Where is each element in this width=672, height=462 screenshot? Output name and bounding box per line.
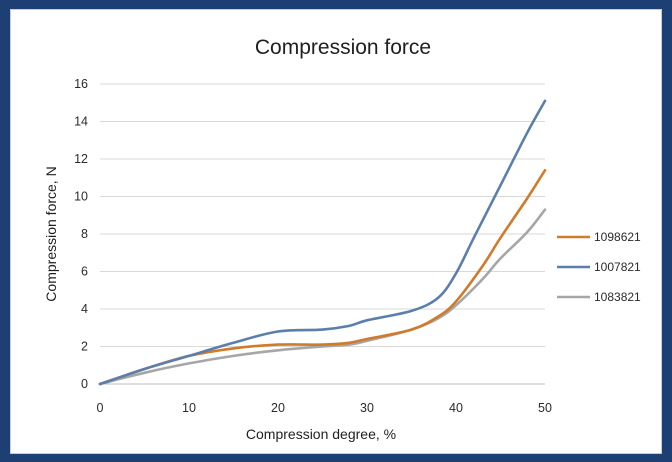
- y-tick-label: 4: [81, 302, 88, 316]
- x-tick-label: 50: [538, 401, 552, 415]
- x-tick-label: 40: [449, 401, 463, 415]
- y-tick-label: 0: [81, 377, 88, 391]
- series-line-1083821: [98, 208, 547, 386]
- y-tick-label: 14: [74, 115, 88, 129]
- y-tick-label: 12: [74, 152, 88, 166]
- series-line-1007821: [98, 99, 547, 386]
- legend-label-1007821: 1007821: [594, 260, 641, 274]
- x-axis-label: Compression degree, %: [246, 426, 396, 442]
- y-tick-label: 10: [74, 190, 88, 204]
- y-tick-label: 8: [81, 227, 88, 241]
- x-tick-label: 30: [360, 401, 374, 415]
- y-tick-label: 2: [81, 340, 88, 354]
- chart-title: Compression force: [255, 36, 431, 59]
- legend-label-1098621: 1098621: [594, 230, 641, 244]
- y-tick-label: 16: [74, 77, 88, 91]
- x-tick-labels: 0 10 20 30 40 50: [97, 401, 552, 415]
- x-tick-label: 0: [97, 401, 104, 415]
- legend-label-1083821: 1083821: [594, 290, 641, 304]
- series-line-1098621: [98, 169, 547, 386]
- legend: 1098621 1007821 1083821: [557, 230, 641, 304]
- y-tick-labels: 0 2 4 6 8 10 12 14 16: [74, 77, 88, 391]
- gridlines: [100, 83, 545, 347]
- series-lines: [98, 99, 547, 386]
- y-axis-label: Compression force, N: [43, 166, 59, 301]
- y-tick-label: 6: [81, 265, 88, 279]
- x-tick-label: 20: [271, 401, 285, 415]
- x-tick-label: 10: [182, 401, 196, 415]
